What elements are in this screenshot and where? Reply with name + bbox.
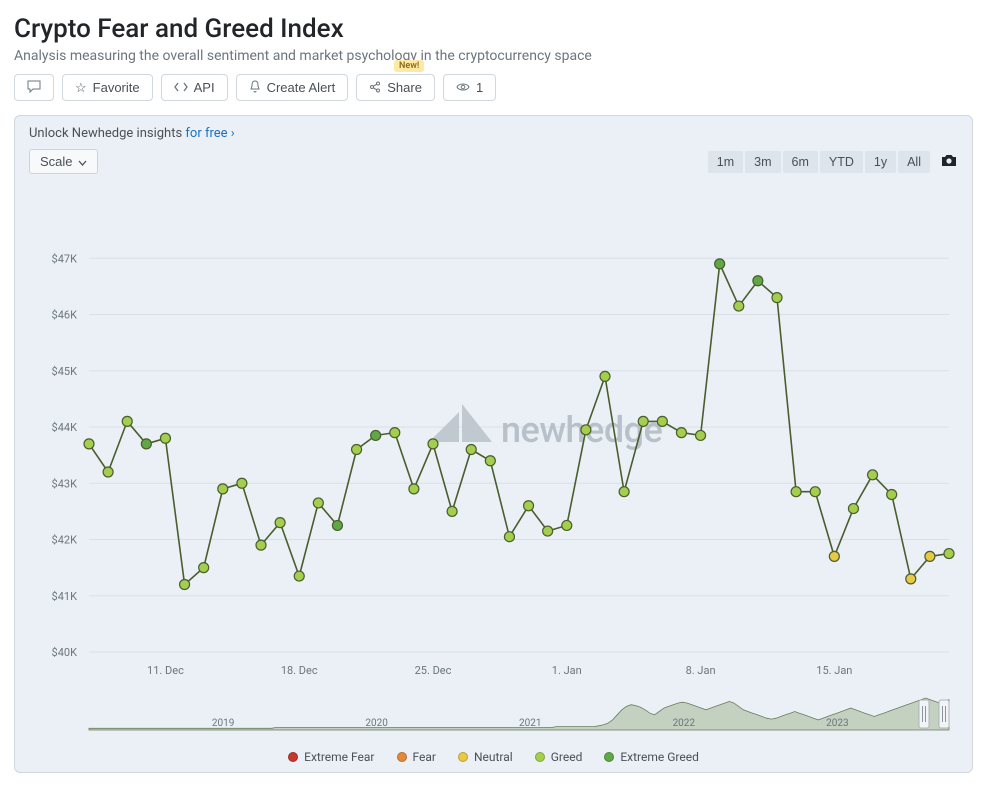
legend-extreme-fear[interactable]: Extreme Fear xyxy=(288,750,374,764)
navigator-chart[interactable]: 2019 2020 2021 2022 2023 xyxy=(29,696,959,744)
unlock-banner: Unlock Newhedge insights for free › xyxy=(29,126,958,141)
range-selector: 1m 3m 6m YTD 1y All xyxy=(708,151,958,173)
api-button[interactable]: API xyxy=(161,74,228,101)
legend-label: Extreme Fear xyxy=(304,750,374,764)
api-label: API xyxy=(194,80,215,95)
svg-text:2023: 2023 xyxy=(826,718,848,729)
share-button[interactable]: Share xyxy=(356,74,435,101)
range-all[interactable]: All xyxy=(898,151,930,173)
views-count: 1 xyxy=(476,80,483,95)
range-1y[interactable]: 1y xyxy=(865,151,896,173)
scale-label: Scale xyxy=(40,154,73,169)
range-ytd[interactable]: YTD xyxy=(820,151,863,173)
legend-neutral[interactable]: Neutral xyxy=(458,750,513,764)
svg-text:2021: 2021 xyxy=(519,718,541,729)
code-icon xyxy=(174,81,188,94)
svg-text:15. Jan: 15. Jan xyxy=(816,664,852,677)
comment-button[interactable] xyxy=(14,74,54,101)
page-title: Crypto Fear and Greed Index xyxy=(14,14,973,44)
legend-label: Fear xyxy=(413,750,436,764)
svg-text:$44K: $44K xyxy=(52,421,78,434)
legend-dot-icon xyxy=(288,752,298,762)
legend-label: Greed xyxy=(551,750,583,764)
svg-text:$45K: $45K xyxy=(52,365,78,378)
share-icon xyxy=(369,81,381,95)
legend-dot-icon xyxy=(604,752,614,762)
svg-text:25. Dec: 25. Dec xyxy=(415,664,452,677)
svg-text:2022: 2022 xyxy=(673,718,696,729)
svg-text:18. Dec: 18. Dec xyxy=(281,664,318,677)
views-button[interactable]: 1 xyxy=(443,74,496,101)
svg-text:2020: 2020 xyxy=(365,718,388,729)
create-alert-button[interactable]: Create Alert xyxy=(236,74,349,101)
svg-text:8. Jan: 8. Jan xyxy=(686,664,716,677)
create-alert-label: Create Alert xyxy=(267,80,336,95)
star-icon: ☆ xyxy=(75,81,87,94)
eye-icon xyxy=(456,81,470,94)
svg-text:11. Dec: 11. Dec xyxy=(147,664,184,677)
legend-greed[interactable]: Greed xyxy=(535,750,583,764)
bell-icon xyxy=(249,80,261,95)
legend-fear[interactable]: Fear xyxy=(397,750,436,764)
chevron-down-icon xyxy=(78,154,87,169)
legend: Extreme Fear Fear Neutral Greed Extreme … xyxy=(29,750,958,764)
toolbar: ☆ Favorite API Create Alert Share 1 xyxy=(14,74,973,101)
share-label: Share xyxy=(387,80,422,95)
subtitle-text: Analysis measuring the overall sentiment… xyxy=(14,48,592,64)
svg-text:$46K: $46K xyxy=(52,309,78,322)
legend-extreme-greed[interactable]: Extreme Greed xyxy=(604,750,699,764)
range-1m[interactable]: 1m xyxy=(708,151,743,173)
legend-dot-icon xyxy=(535,752,545,762)
camera-icon[interactable] xyxy=(940,152,958,171)
svg-text:$40K: $40K xyxy=(52,646,78,659)
legend-dot-icon xyxy=(458,752,468,762)
subtitle: Analysis measuring the overall sentiment… xyxy=(14,48,973,64)
svg-text:$43K: $43K xyxy=(52,477,78,490)
main-chart[interactable]: $40K $41K $42K $43K $44K $45K $46K $47K 11. Dec 1… xyxy=(29,182,959,692)
chart-card: Unlock Newhedge insights for free › Scal… xyxy=(14,115,973,773)
unlock-prefix: Unlock Newhedge insights xyxy=(29,126,185,141)
new-badge: New! xyxy=(394,60,424,72)
legend-label: Neutral xyxy=(474,750,513,764)
svg-text:$42K: $42K xyxy=(52,534,78,547)
svg-text:2019: 2019 xyxy=(212,718,234,729)
range-3m[interactable]: 3m xyxy=(745,151,780,173)
svg-text:1. Jan: 1. Jan xyxy=(552,664,582,677)
scale-button[interactable]: Scale xyxy=(29,149,98,174)
range-6m[interactable]: 6m xyxy=(783,151,818,173)
legend-label: Extreme Greed xyxy=(620,750,699,764)
legend-dot-icon xyxy=(397,752,407,762)
favorite-button[interactable]: ☆ Favorite xyxy=(62,74,153,101)
unlock-link[interactable]: for free › xyxy=(185,126,234,141)
favorite-label: Favorite xyxy=(93,80,140,95)
svg-text:$41K: $41K xyxy=(52,590,78,603)
chart-controls: Scale 1m 3m 6m YTD 1y All xyxy=(29,149,958,174)
comment-icon xyxy=(27,80,41,95)
svg-text:$47K: $47K xyxy=(52,252,78,265)
